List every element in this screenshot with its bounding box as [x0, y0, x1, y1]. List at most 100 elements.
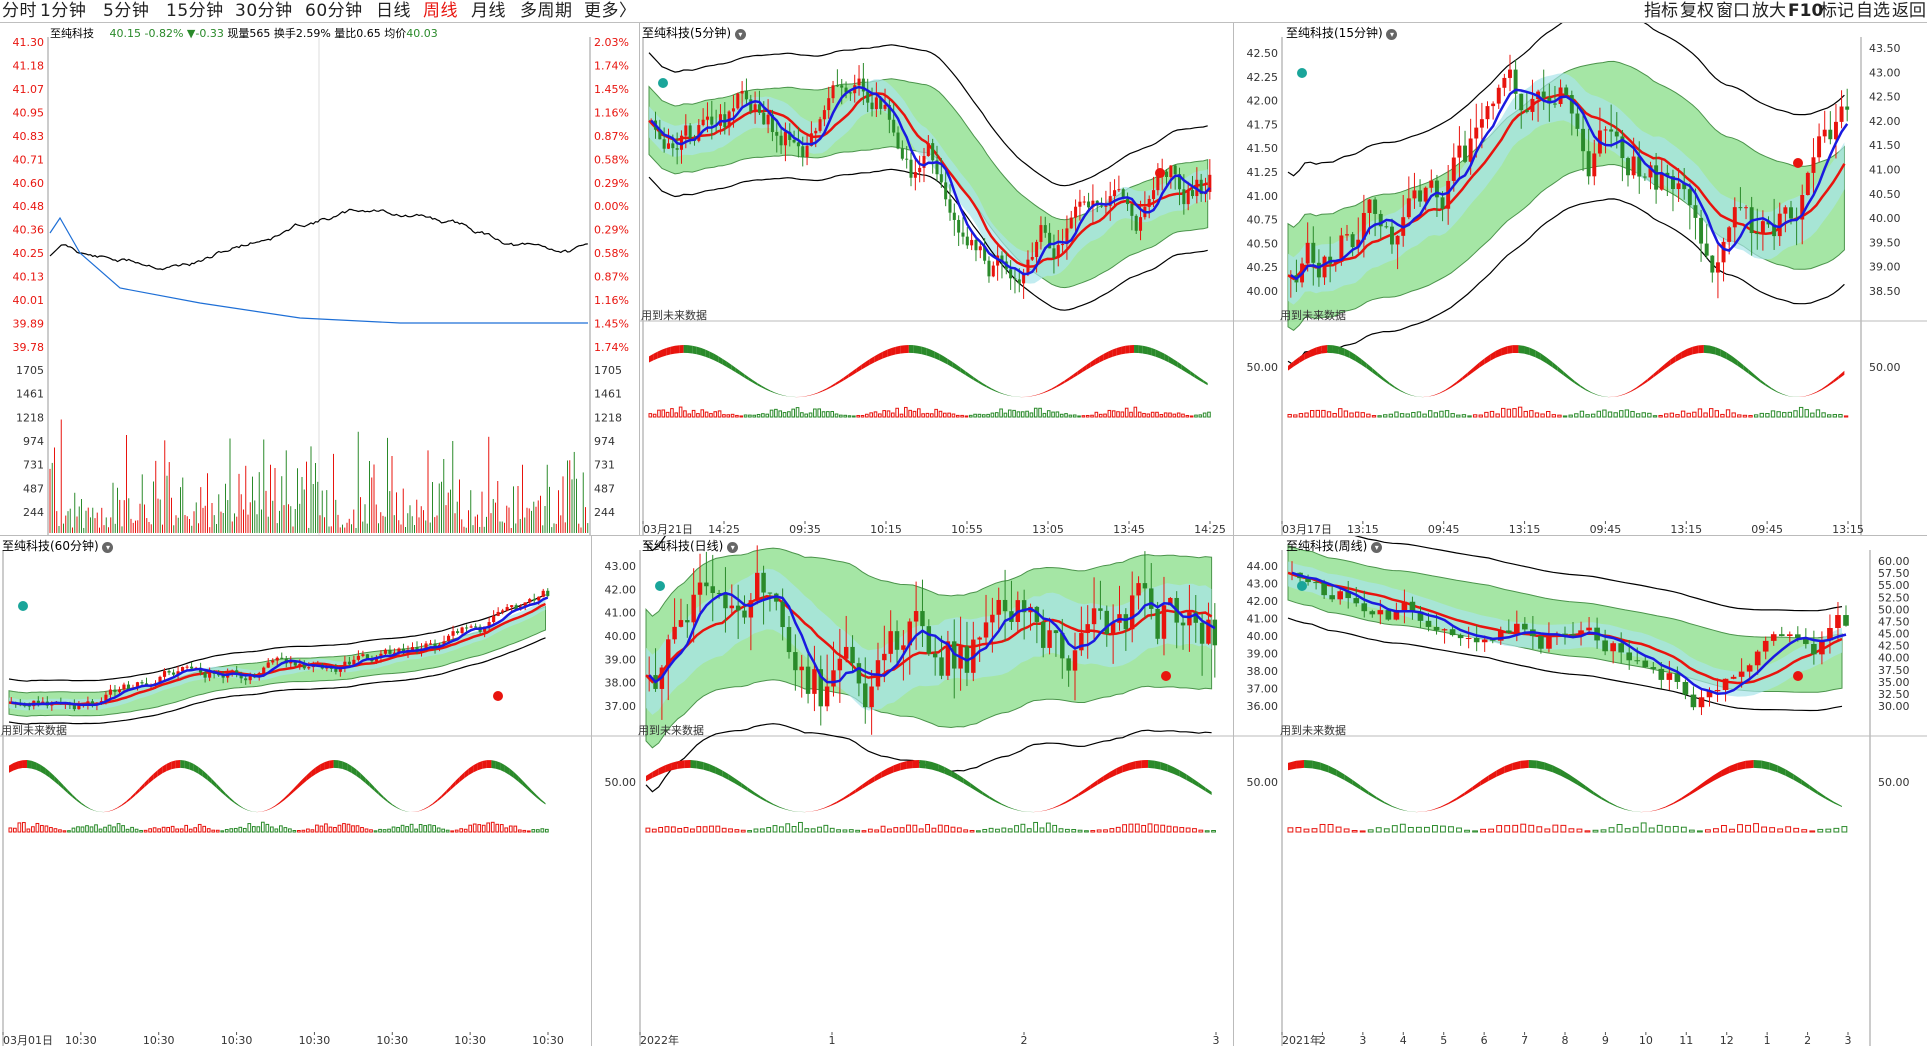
kline-panel-15min[interactable]: 用到未来数据 42.50 42.25 42.00 41.75 41.50 41.25 41.0… — [1234, 23, 1927, 536]
oscillator-bar — [71, 827, 76, 833]
kline-panel-day[interactable]: 用到未来数据 43.00 42.00 41.00 40.00 39.00 38.00 37.0… — [592, 536, 1234, 1046]
ma-blue-line — [1290, 88, 1849, 281]
window-button[interactable]: 窗口 — [1716, 1, 1750, 21]
oscillator-bar — [1759, 412, 1764, 418]
oscillator-band — [874, 353, 879, 363]
oscillator-bar — [427, 824, 432, 833]
candle-body — [731, 108, 735, 112]
period-tab-30min[interactable]: 30分钟 — [235, 1, 293, 21]
panel-title-5min: 至纯科技(5分钟) ▾ — [642, 24, 746, 41]
trend-band-cyan — [649, 79, 1208, 284]
oscillator-bar — [1536, 826, 1543, 833]
ma-blue-line — [650, 85, 1211, 276]
candle-body — [1449, 629, 1456, 636]
oscillator-band — [1086, 361, 1091, 370]
oscillator-bar — [535, 829, 540, 833]
candle-body — [239, 674, 243, 679]
oscillator-bar — [1287, 827, 1294, 833]
oscillator-bar — [904, 406, 908, 418]
candle-body — [446, 635, 451, 642]
panel-title-week: 至纯科技(周线) ▾ — [1286, 537, 1383, 554]
oscillator-band — [1504, 762, 1513, 774]
candle-body — [1322, 256, 1327, 278]
settings-icon[interactable]: ▾ — [1371, 542, 1383, 553]
oscillator-bar — [999, 408, 1003, 418]
oscillator-bar — [1484, 411, 1489, 418]
watchlist-button[interactable]: 自选 — [1856, 1, 1890, 21]
candle-body — [1828, 129, 1833, 140]
adjust-button[interactable]: 复权 — [1680, 1, 1714, 21]
oscillator-bar — [1579, 410, 1585, 418]
oscillator-band — [9, 763, 14, 773]
period-tab-more[interactable]: 更多〉 — [584, 1, 637, 21]
oscillator-band — [175, 760, 181, 769]
oscillator-bar — [658, 826, 664, 833]
oscillator-bar — [1315, 409, 1320, 418]
oscillator-band — [1687, 346, 1693, 357]
kline-panel-week[interactable]: 用到未来数据 44.00 43.00 42.00 41.00 40.00 39.00 38.0… — [1234, 536, 1927, 1046]
signal-icon — [493, 691, 503, 701]
oscillator-bar — [1647, 412, 1652, 418]
period-tab-day[interactable]: 日线 — [376, 1, 411, 21]
oscillator-band — [1179, 770, 1187, 780]
settings-icon[interactable]: ▾ — [727, 542, 739, 553]
candle-body — [662, 139, 666, 149]
oscillator-band — [939, 353, 944, 363]
oscillator-band — [211, 778, 217, 788]
oscillator-bar — [848, 829, 854, 833]
candle-body — [818, 119, 822, 131]
settings-icon[interactable]: ▾ — [734, 29, 746, 40]
kline-panel-5min[interactable]: 用到未来数据 03月21日 14:25 09:35 10:15 10:55 13:05 13:… — [640, 23, 1234, 536]
oscillator-band — [1540, 353, 1547, 364]
period-tab-month[interactable]: 月线 — [471, 1, 506, 21]
y-tick-label: 40.75 — [1247, 214, 1279, 227]
oscillator-band — [486, 760, 492, 768]
f10-button[interactable]: F10 — [1788, 1, 1824, 21]
oscillator-bar — [247, 823, 252, 833]
oscillator-band — [1641, 811, 1650, 813]
oscillator-bar — [1360, 412, 1365, 418]
oscillator-bar — [994, 412, 999, 418]
candle-body — [1451, 157, 1456, 181]
zoom-button[interactable]: 放大 — [1752, 1, 1786, 21]
candle-body — [298, 663, 302, 666]
settings-icon[interactable]: ▾ — [1386, 29, 1398, 40]
oscillator-band — [1147, 346, 1152, 356]
period-tab-15min[interactable]: 15分钟 — [166, 1, 224, 21]
oscillator-band — [356, 769, 361, 780]
oscillator-band — [157, 766, 163, 777]
oscillator-bar — [1793, 827, 1800, 833]
mark-button[interactable]: 标记 — [1820, 1, 1854, 21]
oscillator-bar — [1528, 824, 1535, 833]
oscillator-bar — [930, 413, 934, 418]
period-tab-week[interactable]: 周线 — [423, 1, 458, 21]
oscillator-bar — [540, 828, 545, 833]
period-tab-60min[interactable]: 60分钟 — [305, 1, 363, 21]
settings-icon[interactable]: ▾ — [102, 542, 114, 553]
period-tab-multi[interactable]: 多周期 — [520, 1, 573, 21]
oscillator-band — [1479, 358, 1485, 368]
period-tab-timeshare[interactable]: 分时 — [2, 1, 37, 21]
y-tick-label: 41.00 — [1247, 190, 1279, 203]
oscillator-band — [999, 392, 1005, 395]
oscillator-band — [130, 792, 136, 800]
oscillator-bar — [1120, 411, 1125, 418]
candle-body — [541, 590, 545, 597]
candle-body — [1350, 234, 1355, 248]
oscillator-band — [952, 361, 957, 370]
oscillator-band — [1544, 762, 1553, 773]
kline-panel-60min[interactable]: 用到未来数据 03月01日 10:30 10:30 10:30 10:30 10:30 10:… — [0, 536, 592, 1046]
indicator-button[interactable]: 指标 — [1644, 1, 1678, 21]
oscillator-band — [1008, 806, 1015, 810]
candle-body — [920, 611, 925, 627]
oscillator-band — [1103, 351, 1109, 361]
intraday-panel[interactable]: 至纯科技 40.15 -0.82% ▼-0.33 现量565 换手2.59% 量… — [0, 23, 640, 536]
back-button[interactable]: 返回 — [1892, 1, 1926, 21]
oscillator-band — [509, 768, 514, 779]
period-tab-1min[interactable]: 1分钟 — [40, 1, 87, 21]
oscillator-bar — [1827, 414, 1832, 418]
period-tab-5min[interactable]: 5分钟 — [103, 1, 150, 21]
oscillator-band — [261, 810, 266, 812]
oscillator-band — [1103, 771, 1110, 782]
oscillator-bar — [761, 413, 765, 418]
